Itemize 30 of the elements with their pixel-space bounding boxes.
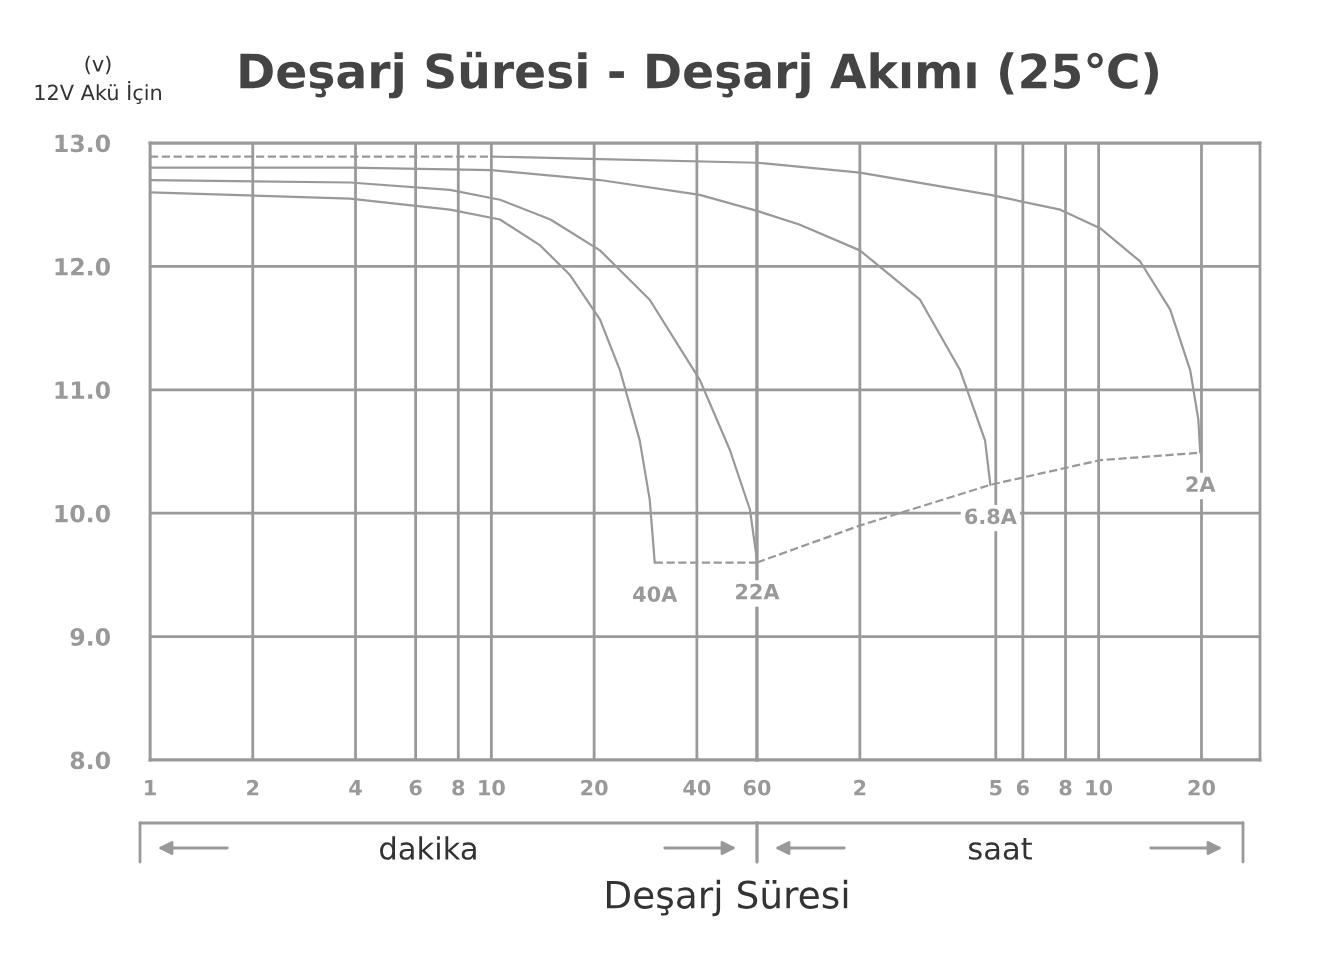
series-label: 6.8A xyxy=(965,508,1017,525)
x-tick-label: 10 xyxy=(1086,779,1113,796)
x-tick-label: 2 xyxy=(247,779,259,796)
series-label: 2A xyxy=(1186,476,1216,492)
x-tick-label: 6 xyxy=(409,779,422,796)
x-tick-label: 5 xyxy=(990,780,1002,796)
text: saat xyxy=(968,837,1032,860)
x-tick-label: 1 xyxy=(145,780,156,796)
y-tick-label: 12.0 xyxy=(55,257,110,276)
y-tick-label: 9.0 xyxy=(70,628,110,646)
y-tick-label: 10.0 xyxy=(55,504,110,523)
x-tick-label: 40 xyxy=(683,779,711,796)
series-label: 40A xyxy=(633,586,678,602)
x-tick-label: 2 xyxy=(854,779,866,796)
x-tick-label: 4 xyxy=(349,780,362,796)
y-tick-label: 13.0 xyxy=(55,134,110,153)
x-tick-label: 10 xyxy=(479,779,505,796)
x-tick-label: 60 xyxy=(743,779,771,796)
y-tick-label: 11.0 xyxy=(55,381,110,400)
x-tick-label: 20 xyxy=(1188,779,1215,796)
x-tick-label: 6 xyxy=(1016,779,1029,796)
series-label: 22A xyxy=(736,583,780,600)
x-tick-label: 8 xyxy=(1059,779,1072,796)
x-tick-label: 20 xyxy=(581,779,608,796)
y-tick-label: 8.0 xyxy=(70,751,110,770)
chart-title: Deşarj Süresi - Deşarj Akımı (25℃) xyxy=(240,51,1158,99)
text: dakika xyxy=(380,836,476,860)
x-axis-title: Deşarj Süresi xyxy=(606,879,848,917)
x-tick-label: 8 xyxy=(452,779,465,796)
y-axis-title: (v) 12V Akü İçin xyxy=(35,55,161,105)
